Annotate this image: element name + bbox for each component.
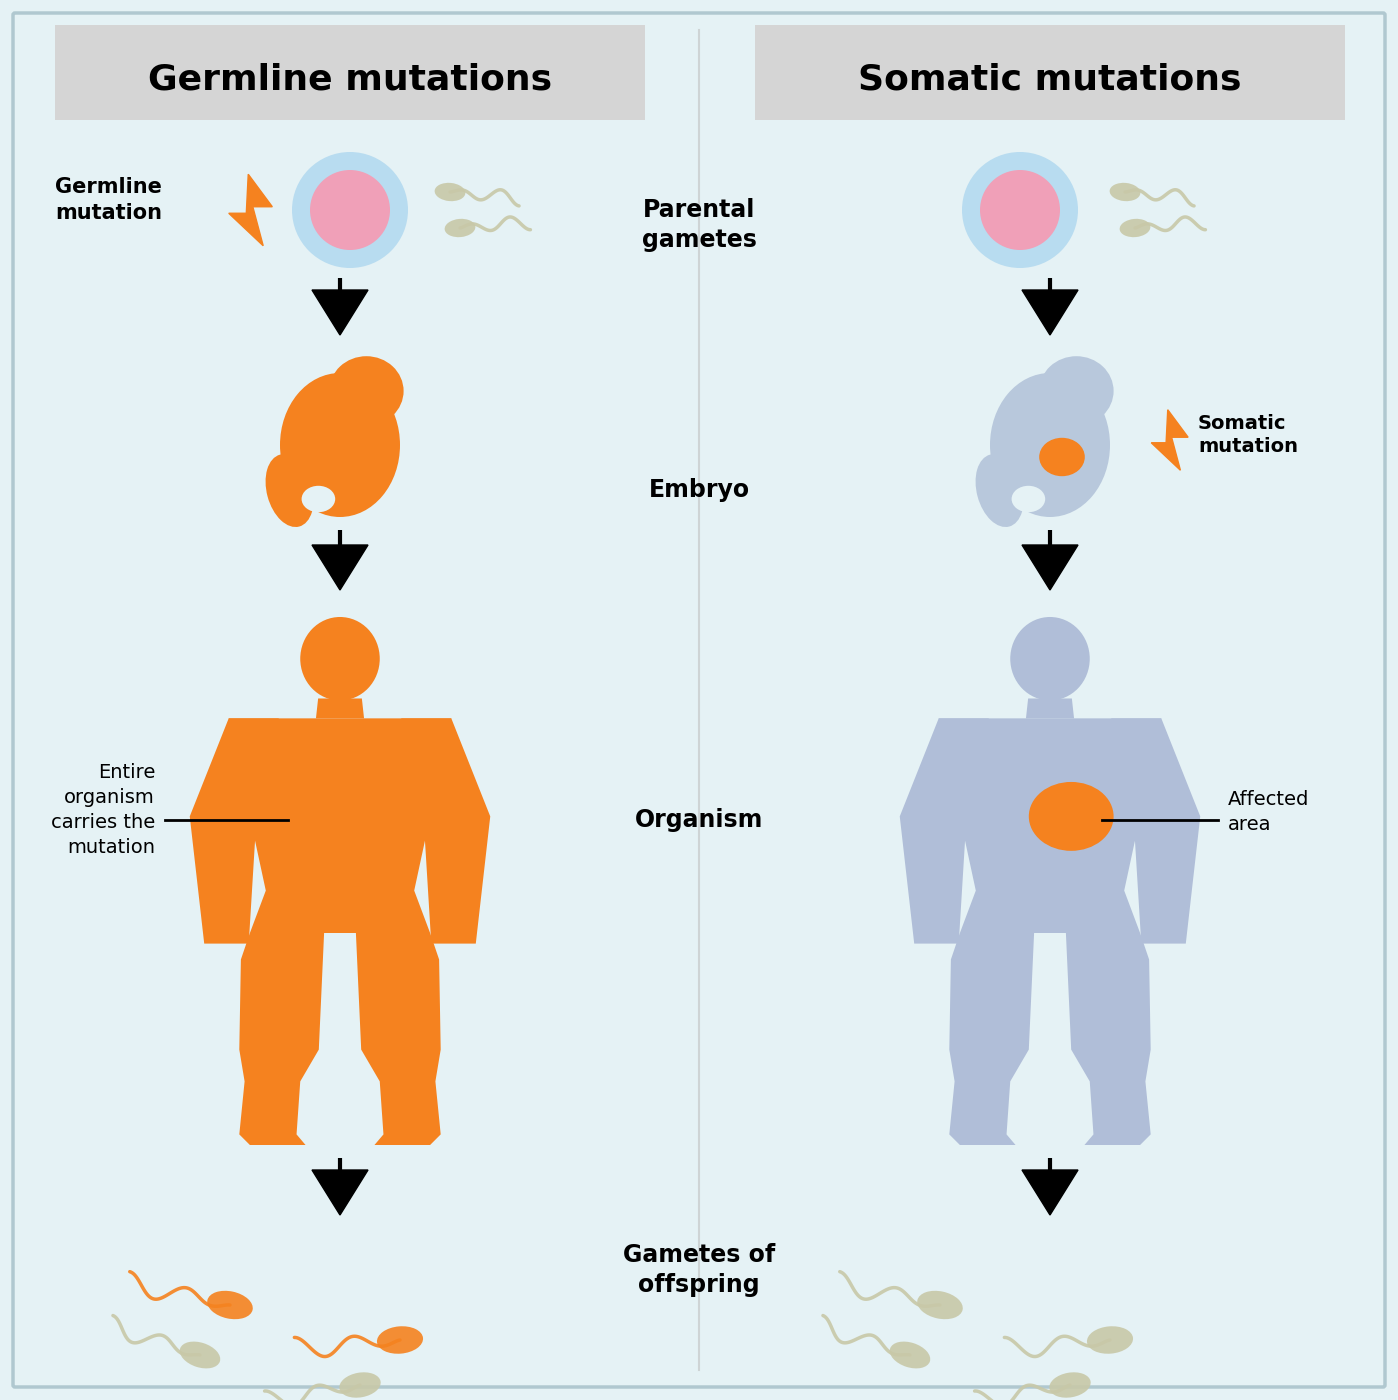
Polygon shape [312,290,368,335]
Ellipse shape [889,1341,930,1368]
Ellipse shape [292,153,408,267]
Ellipse shape [980,169,1060,251]
Text: Entire
organism
carries the
mutation: Entire organism carries the mutation [50,763,155,857]
Ellipse shape [962,153,1078,267]
Ellipse shape [445,218,475,237]
Text: Gametes of
offspring: Gametes of offspring [624,1243,774,1296]
Polygon shape [1022,545,1078,589]
Polygon shape [356,932,440,1145]
Ellipse shape [1050,1372,1090,1397]
Polygon shape [900,718,988,944]
Ellipse shape [207,1291,253,1319]
Polygon shape [949,932,1035,1145]
Text: Somatic mutations: Somatic mutations [858,63,1241,97]
Ellipse shape [1110,183,1141,202]
Text: Embryo: Embryo [649,477,749,503]
Ellipse shape [995,442,1044,484]
Polygon shape [401,718,491,944]
Polygon shape [316,699,363,718]
Ellipse shape [310,169,390,251]
Text: Germline
mutation: Germline mutation [55,176,162,223]
Ellipse shape [917,1291,963,1319]
Ellipse shape [301,617,380,700]
Ellipse shape [990,372,1110,517]
Polygon shape [229,174,273,246]
Ellipse shape [1012,486,1046,512]
FancyBboxPatch shape [755,25,1345,120]
Ellipse shape [1011,617,1090,700]
Polygon shape [1022,1170,1078,1215]
Polygon shape [239,932,324,1145]
Ellipse shape [1029,783,1114,851]
Polygon shape [190,718,278,944]
Polygon shape [1026,699,1074,718]
Text: Somatic
mutation: Somatic mutation [1198,414,1297,456]
Ellipse shape [976,454,1023,526]
Ellipse shape [287,442,334,484]
Polygon shape [938,718,1162,932]
Ellipse shape [340,1372,380,1397]
Polygon shape [1151,410,1188,470]
Polygon shape [312,545,368,589]
Ellipse shape [266,454,313,526]
Polygon shape [312,1170,368,1215]
Polygon shape [229,718,452,932]
Ellipse shape [302,486,336,512]
Polygon shape [1022,290,1078,335]
Text: Germline mutations: Germline mutations [148,63,552,97]
FancyBboxPatch shape [13,13,1385,1387]
Ellipse shape [1039,356,1114,426]
Ellipse shape [180,1341,221,1368]
Ellipse shape [377,1326,424,1354]
Ellipse shape [1120,218,1151,237]
Ellipse shape [280,372,400,517]
Ellipse shape [1039,438,1085,476]
Text: Organism: Organism [635,808,763,832]
Ellipse shape [329,356,404,426]
Ellipse shape [435,183,466,202]
FancyBboxPatch shape [55,25,644,120]
Polygon shape [1065,932,1151,1145]
Polygon shape [1111,718,1201,944]
Text: Affected
area: Affected area [1227,790,1310,834]
Text: Parental
gametes: Parental gametes [642,199,756,252]
Ellipse shape [1088,1326,1132,1354]
